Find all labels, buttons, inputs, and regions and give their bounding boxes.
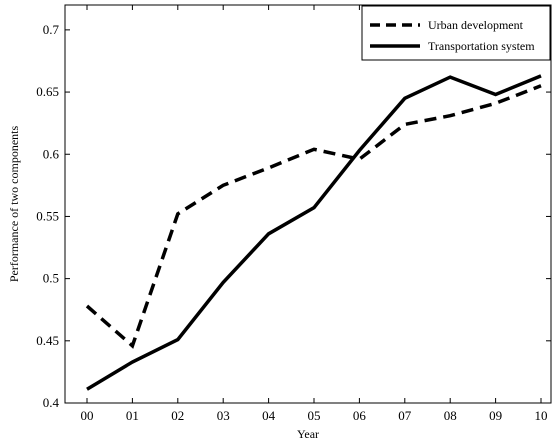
x-tick-label: 01 <box>126 408 139 423</box>
y-tick-label: 0.4 <box>43 395 60 410</box>
series-line-urban-development <box>85 84 542 349</box>
y-axis: 0.4 0.45 0.5 0.55 0.6 0.65 0.7 <box>36 22 551 410</box>
legend-label-transportation-system: Transportation system <box>428 39 535 53</box>
plot-area <box>64 4 552 404</box>
legend-label-urban-development: Urban development <box>428 18 524 32</box>
x-tick-label: 00 <box>81 408 94 423</box>
y-tick-label: 0.6 <box>43 146 60 161</box>
x-tick-label: 02 <box>171 408 184 423</box>
y-axis-title: Performance of two components <box>7 126 21 283</box>
x-tick-label: 10 <box>535 408 548 423</box>
series-line-transportation-system <box>86 74 542 391</box>
y-tick-label: 0.5 <box>43 271 59 286</box>
y-tick-label: 0.45 <box>36 333 59 348</box>
legend: Urban development Transportation system <box>361 5 551 61</box>
x-tick-label: 07 <box>398 408 412 423</box>
x-tick-label: 09 <box>489 408 502 423</box>
x-tick-label: 08 <box>444 408 457 423</box>
x-tick-label: 04 <box>262 408 276 423</box>
x-axis-title: Year <box>297 427 319 441</box>
x-tick-label: 05 <box>308 408 321 423</box>
legend-box <box>361 5 551 61</box>
x-tick-label: 06 <box>353 408 367 423</box>
y-tick-label: 0.7 <box>43 22 60 37</box>
series-layer <box>85 74 542 391</box>
y-tick-label: 0.65 <box>36 84 59 99</box>
x-axis: 00 01 02 03 04 05 06 07 08 09 10 <box>81 5 548 423</box>
x-tick-label: 03 <box>217 408 230 423</box>
y-tick-label: 0.55 <box>36 208 59 223</box>
